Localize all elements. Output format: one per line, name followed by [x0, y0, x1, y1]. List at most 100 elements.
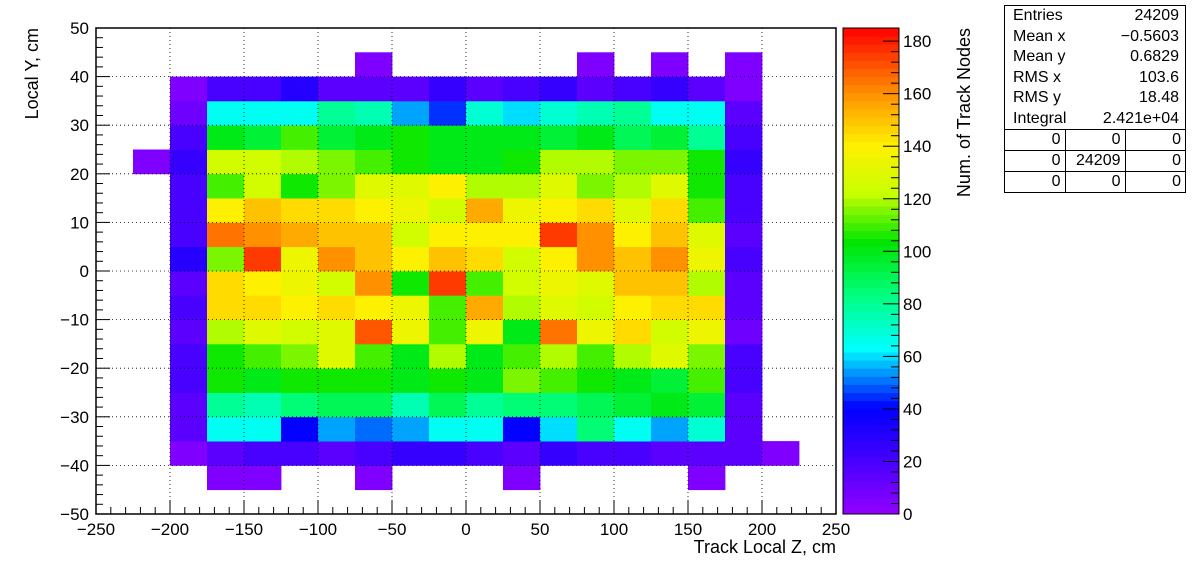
heatmap-cell: [207, 246, 245, 272]
heatmap-cell: [614, 222, 652, 248]
heatmap-cell: [281, 295, 319, 320]
heatmap-cell: [207, 100, 245, 126]
heatmap-cell: [466, 125, 504, 150]
heatmap-cell: [503, 198, 541, 223]
palette-band: [843, 319, 899, 329]
heatmap-cell: [540, 173, 578, 199]
heatmap-cell: [207, 465, 245, 491]
heatmap-cell: [540, 76, 578, 102]
overflow-row: 0 24209 0: [1005, 150, 1185, 172]
heatmap-cell: [392, 222, 430, 248]
heatmap-cell: [244, 319, 282, 345]
heatmap-cell: [651, 125, 689, 150]
heatmap-cell: [577, 76, 615, 102]
heatmap-cell: [244, 295, 282, 320]
stats-row-mean-y: Mean y 0.6829: [1005, 47, 1185, 68]
heatmap-cell: [577, 100, 615, 126]
heatmap-cell: [466, 295, 504, 320]
heatmap-cell: [466, 319, 504, 345]
heatmap-cell: [207, 295, 245, 320]
heatmap-cell: [688, 198, 726, 223]
heatmap-cell: [355, 246, 393, 272]
heatmap-cell: [651, 198, 689, 223]
heatmap-cell: [355, 125, 393, 150]
heatmap-cell: [429, 416, 467, 442]
overflow-table: 0 0 0 0 24209 0 0 0 0: [1005, 129, 1185, 192]
palette-band: [843, 457, 899, 466]
heatmap-cell: [318, 149, 356, 175]
palette-band: [843, 295, 899, 304]
axes: −250 −200 −150 −100 −50 0 50 100 150 200 250−50−40…: [60, 19, 850, 539]
heatmap-cells: [133, 52, 800, 491]
heatmap-cell: [577, 343, 615, 369]
heatmap-cell: [170, 319, 208, 345]
heatmap-cell: [577, 271, 615, 296]
heatmap-cell: [318, 222, 356, 248]
heatmap-cell: [318, 198, 356, 223]
heatmap-cell: [207, 198, 245, 223]
heatmap-cell: [392, 100, 430, 126]
palette-band: [843, 335, 899, 345]
heatmap-cell: [318, 76, 356, 102]
heatmap-cell: [614, 198, 652, 223]
heatmap-cell: [244, 368, 282, 393]
heatmap-cell: [651, 100, 689, 126]
heatmap-cell: [688, 173, 726, 199]
heatmap-cell: [577, 392, 615, 418]
heatmap-cell: [688, 125, 726, 150]
palette-band: [843, 246, 899, 256]
overflow-cell: 0: [1064, 129, 1125, 151]
heatmap-cell: [355, 295, 393, 320]
heatmap-cell: [651, 173, 689, 199]
overflow-cell: 0: [1124, 171, 1185, 192]
heatmap-cell: [281, 368, 319, 393]
palette-frame: [842, 27, 900, 515]
heatmap-cell: [318, 125, 356, 150]
heatmap-cell: [503, 343, 541, 369]
heatmap-cell: [466, 149, 504, 175]
heatmap-cell: [466, 271, 504, 296]
heatmap-cell: [281, 76, 319, 102]
heatmap-cell: [503, 441, 541, 466]
heatmap-cell: [651, 392, 689, 418]
heatmap-cell: [651, 343, 689, 369]
heatmap-cell: [614, 295, 652, 320]
heatmap-cell: [281, 173, 319, 199]
heatmap-cell: [207, 319, 245, 345]
x-tick-label: 100: [600, 520, 628, 539]
heatmap-cell: [725, 76, 763, 102]
heatmap-cell: [281, 198, 319, 223]
heatmap-cell: [392, 416, 430, 442]
heatmap-cell: [244, 392, 282, 418]
heatmap-cell: [170, 125, 208, 150]
heatmap-cell: [355, 222, 393, 248]
heatmap-cell: [207, 416, 245, 442]
palette-band: [843, 441, 899, 450]
heatmap-cell: [503, 271, 541, 296]
heatmap-cell: [170, 100, 208, 126]
y-axis-label: Local Y, cm: [22, 28, 42, 119]
heatmap-cell: [429, 343, 467, 369]
palette-band: [843, 157, 899, 167]
stats-label: Integral: [1013, 109, 1067, 127]
heatmap-cell: [170, 173, 208, 199]
heatmap-cell: [466, 441, 504, 466]
heatmap-cell: [725, 100, 763, 126]
heatmap-cell: [244, 246, 282, 272]
heatmap-cell: [503, 100, 541, 126]
z-tick-label: 120: [903, 190, 931, 209]
palette-band: [843, 44, 899, 53]
heatmap-cell: [244, 76, 282, 102]
heatmap-cell: [429, 441, 467, 466]
palette-band: [843, 206, 899, 215]
heatmap-cell: [281, 125, 319, 150]
heatmap-cell: [651, 246, 689, 272]
heatmap-cell: [614, 149, 652, 175]
palette-band: [843, 92, 899, 102]
z-tick-label: 80: [903, 295, 922, 314]
heatmap-cell: [392, 368, 430, 393]
heatmap-cell: [466, 392, 504, 418]
stats-row-entries: Entries 24209: [1005, 6, 1185, 27]
heatmap-cell: [355, 343, 393, 369]
z-axis-label: Num. of Track Nodes: [954, 28, 974, 197]
